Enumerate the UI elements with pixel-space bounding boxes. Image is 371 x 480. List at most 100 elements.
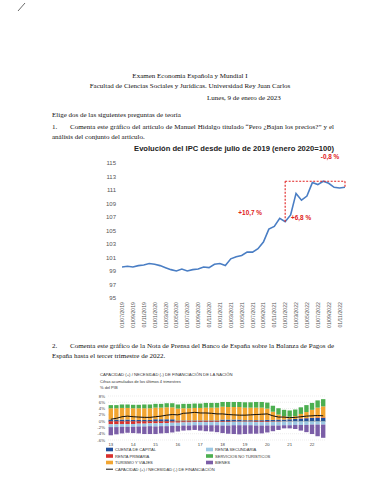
bar-segment: [304, 421, 308, 425]
bar-segment: [299, 419, 303, 422]
legend-label: BIENES: [215, 460, 230, 465]
y-axis-label: % del PIB: [100, 385, 118, 390]
bar-segment: [226, 420, 230, 422]
bar-segment: [142, 426, 146, 434]
y-tick-label: 107: [106, 214, 117, 220]
bar-segment: [170, 419, 174, 421]
y-tick-label: 4%: [99, 406, 105, 411]
x-tick-label: 01/03/2020: [163, 302, 169, 328]
bar-segment: [293, 410, 297, 417]
bar-segment: [254, 402, 258, 408]
bar-segment: [220, 420, 224, 422]
bar-segment: [321, 418, 325, 421]
ipc-line: [122, 181, 345, 271]
bar-segment: [109, 424, 113, 427]
annotation: -0,8 %: [321, 153, 340, 161]
bar-segment: [165, 403, 169, 407]
x-tick-label: 01/07/2019: [119, 302, 125, 328]
bar-segment: [265, 403, 269, 409]
bar-segment: [198, 422, 202, 425]
bar-segment: [265, 422, 269, 425]
bar-segment: [260, 402, 264, 408]
question: 2.Comenta este gráfico de la Nota de Pre…: [52, 342, 334, 361]
bar-segment: [243, 422, 247, 425]
chart-title: Evolución del IPC desde julio de 2019 (e…: [134, 144, 334, 153]
bar-segment: [209, 422, 213, 425]
bar-segment: [153, 404, 157, 408]
bar-segment: [237, 420, 241, 422]
bar-segment: [232, 420, 236, 422]
y-tick-label: 101: [106, 255, 117, 261]
grid-line: [108, 440, 326, 441]
bar-segment: [114, 405, 118, 408]
bar-segment: [299, 425, 303, 431]
bar-segment: [321, 399, 325, 406]
question: 1.Comenta este gráfico del artículo de M…: [52, 123, 334, 142]
bar-segment: [137, 426, 141, 433]
x-tick-label: 01/09/2022: [326, 302, 332, 328]
x-tick-label: 01/05/2021: [239, 302, 245, 328]
bar-segment: [232, 407, 236, 420]
page-graphics: Evolución del IPC desde julio de 2019 (e…: [0, 0, 371, 480]
bar-segment: [137, 421, 141, 424]
guide-line: [285, 181, 345, 182]
y-tick-label: 6%: [99, 400, 105, 405]
bar-segment: [226, 402, 230, 407]
bar-segment: [215, 422, 219, 425]
bar-segment: [215, 425, 219, 432]
bar-segment: [148, 426, 152, 434]
bar-segment: [125, 420, 129, 422]
bar-segment: [131, 421, 135, 424]
bar-segment: [159, 419, 163, 421]
exam-date: Lunes, 9 de enero de 2023: [207, 94, 347, 104]
bar-segment: [159, 423, 163, 426]
y-tick-label: 111: [107, 187, 117, 193]
bar-segment: [120, 408, 124, 420]
bar-segment: [187, 422, 191, 425]
bar-segment: [153, 423, 157, 426]
bar-segment: [310, 421, 314, 424]
bar-segment: [109, 405, 113, 408]
annotation: +6,8 %: [291, 214, 311, 222]
bar-segment: [187, 426, 191, 431]
bar-segment: [187, 408, 191, 420]
y-tick-label: 0%: [99, 419, 105, 424]
bar-segment: [237, 407, 241, 420]
bar-segment: [254, 426, 258, 434]
bar-segment: [192, 425, 196, 430]
bar-segment: [271, 426, 275, 432]
bar-segment: [237, 402, 241, 407]
bar-segment: [198, 408, 202, 421]
bar-segment: [165, 421, 169, 423]
bar-segment: [315, 418, 319, 421]
bar-segment: [142, 408, 146, 420]
bar-segment: [276, 408, 280, 414]
y-tick-label: 99: [109, 268, 116, 274]
bar-segment: [153, 426, 157, 434]
bar-segment: [310, 410, 314, 418]
bar-segment: [310, 418, 314, 421]
bar-segment: [315, 425, 319, 437]
x-tick-label: 17: [198, 442, 203, 447]
x-tick-label: 20: [265, 442, 270, 447]
bar-segment: [181, 408, 185, 420]
bar-segment: [265, 426, 269, 433]
bar-segment: [287, 421, 291, 425]
bar-segment: [237, 422, 241, 425]
plot-area: [109, 399, 326, 438]
bar-segment: [165, 423, 169, 426]
bar-segment: [315, 421, 319, 424]
bar-segment: [321, 425, 325, 438]
bar-segment: [204, 425, 208, 431]
x-tick-label: 16: [175, 442, 180, 447]
plot-area: [122, 181, 345, 271]
legend-swatch: [106, 469, 113, 470]
bar-segment: [170, 421, 174, 423]
bar-segment: [260, 426, 264, 434]
bar-segment: [125, 421, 129, 424]
bar-segment: [114, 421, 118, 424]
bar-segment: [192, 422, 196, 425]
x-tick-label: 01/09/2020: [195, 302, 201, 328]
bar-segment: [271, 406, 275, 412]
bar-segment: [260, 422, 264, 425]
